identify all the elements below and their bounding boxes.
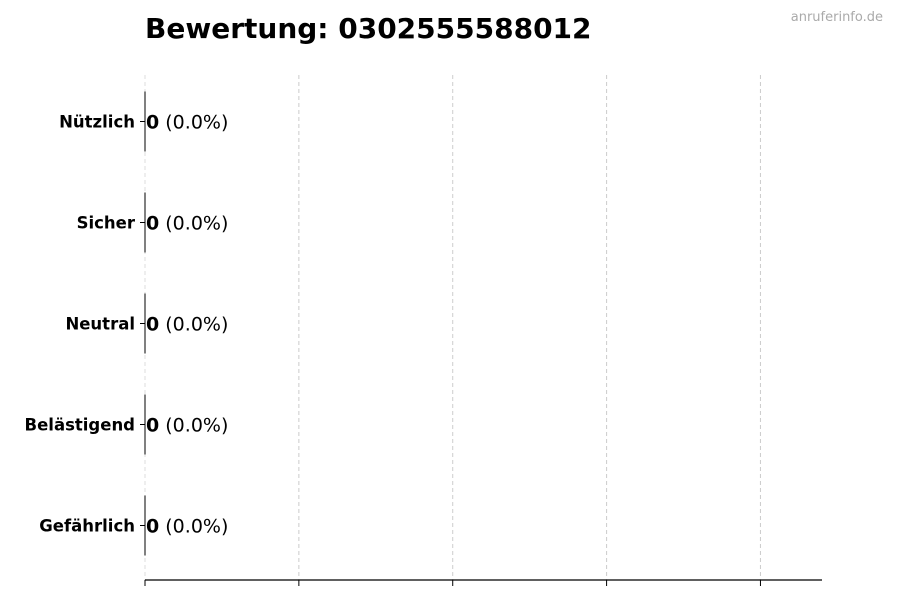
data-label: 0 (0.0%) <box>146 415 228 437</box>
category-label: Gefährlich <box>39 517 135 536</box>
category-label: Belästigend <box>25 416 135 435</box>
watermark: anruferinfo.de <box>790 10 883 25</box>
data-label: 0 (0.0%) <box>146 516 228 538</box>
chart-title: Bewertung: 0302555588012 <box>145 12 592 45</box>
data-label: 0 (0.0%) <box>146 213 228 235</box>
category-label: Nützlich <box>59 113 135 132</box>
data-label: 0 (0.0%) <box>146 112 228 134</box>
category-label: Sicher <box>77 214 136 233</box>
category-label: Neutral <box>65 315 135 334</box>
data-label: 0 (0.0%) <box>146 314 228 336</box>
